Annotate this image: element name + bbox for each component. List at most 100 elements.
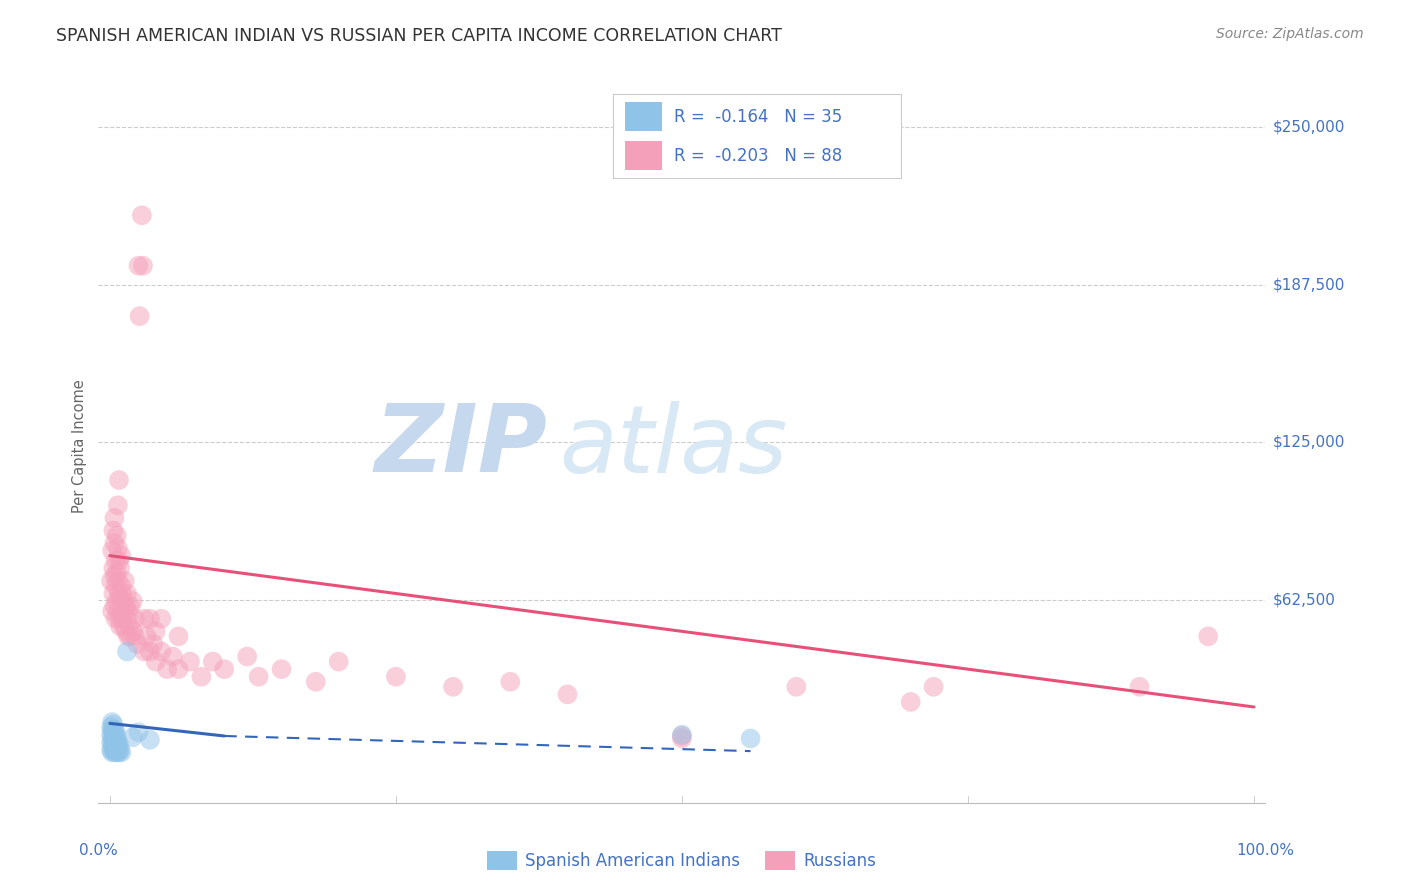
Text: ZIP: ZIP [375,400,548,492]
Point [108,745,131,759]
Point [101,543,124,558]
Point [104,725,127,739]
Point [105,566,128,581]
Point [114,604,136,618]
Y-axis label: Per Capita Income: Per Capita Income [72,379,87,513]
Text: Source: ZipAtlas.com: Source: ZipAtlas.com [1216,27,1364,41]
Point [108,619,131,633]
Point [104,732,127,747]
Point [111,586,134,600]
Point [145,655,167,669]
Point [270,662,292,676]
Point [145,624,167,639]
Point [115,612,138,626]
Point [108,473,131,487]
Point [214,662,236,676]
Point [305,674,328,689]
Point [127,725,149,739]
Text: R =  -0.164   N = 35: R = -0.164 N = 35 [673,108,842,126]
Text: $250,000: $250,000 [1272,120,1344,135]
Point [114,574,136,588]
Point [162,649,184,664]
Point [120,629,142,643]
Point [115,599,138,614]
Point [103,524,125,538]
Point [101,715,124,730]
Point [139,612,162,626]
Point [101,745,124,759]
Point [103,717,125,731]
Point [103,731,125,745]
Point [103,561,125,575]
Point [115,624,138,639]
Point [247,670,270,684]
Point [740,731,762,746]
Text: 100.0%: 100.0% [1236,843,1295,858]
Point [135,629,157,643]
Point [104,554,127,568]
Point [115,644,138,658]
Point [117,629,139,643]
Point [121,624,143,639]
Point [150,612,173,626]
Point [107,574,129,588]
Text: $125,000: $125,000 [1272,434,1344,450]
Point [236,649,259,664]
Point [103,735,125,749]
Point [124,629,146,643]
Point [103,745,125,759]
Text: $187,500: $187,500 [1272,277,1344,292]
Point [100,574,122,588]
Point [108,561,131,575]
Point [105,528,128,542]
Point [328,655,350,669]
Point [150,644,173,658]
Point [100,728,122,742]
Point [105,738,128,752]
Point [1197,629,1219,643]
Point [107,498,129,512]
Point [201,655,224,669]
Point [103,723,125,737]
Point [103,536,125,550]
Point [142,637,165,651]
Point [139,644,162,658]
Point [441,680,464,694]
Point [132,259,155,273]
Point [131,208,153,222]
Point [101,604,124,618]
Point [101,738,124,752]
Point [103,738,125,752]
Point [124,612,146,626]
Point [100,735,122,749]
Point [107,604,129,618]
Point [179,655,201,669]
Point [922,680,945,694]
Point [108,743,131,757]
Point [107,735,129,749]
Point [110,549,132,563]
Point [134,644,156,658]
Point [110,579,132,593]
Point [108,738,131,752]
Point [167,662,190,676]
Point [107,743,129,757]
Point [385,670,408,684]
Point [671,731,693,746]
Point [104,579,127,593]
Point [104,743,127,757]
Point [190,670,212,684]
Point [103,743,125,757]
Text: SPANISH AMERICAN INDIAN VS RUSSIAN PER CAPITA INCOME CORRELATION CHART: SPANISH AMERICAN INDIAN VS RUSSIAN PER C… [56,27,782,45]
Point [103,511,125,525]
Point [127,637,149,651]
Point [900,695,922,709]
Point [120,599,142,614]
Point [115,586,138,600]
Point [1128,680,1150,694]
Point [557,687,579,701]
Point [100,743,122,757]
Point [167,629,190,643]
Point [118,619,141,633]
Point [101,723,124,737]
